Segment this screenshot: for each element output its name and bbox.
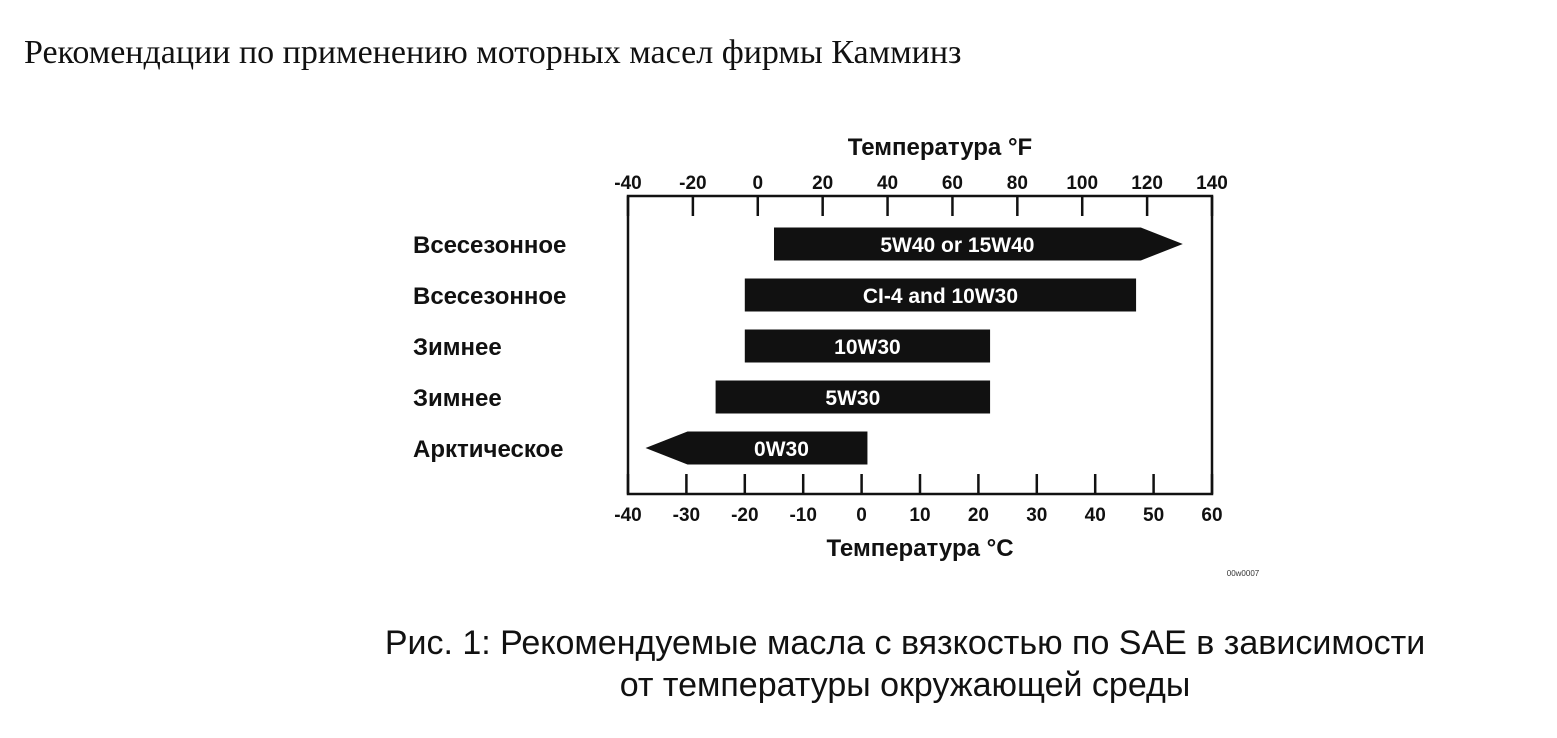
bottom-tick-label: 60 <box>1201 505 1222 526</box>
row-category-label: Арктическое <box>413 436 564 463</box>
bottom-tick-label: 40 <box>1085 505 1106 526</box>
bar-label: CI-4 and 10W30 <box>863 285 1018 308</box>
row-category-label: Зимнее <box>413 334 502 361</box>
page-title: Рекомендации по применению моторных масе… <box>24 34 962 71</box>
bottom-tick-label: -40 <box>614 505 641 526</box>
caption-line-1: Рис. 1: Рекомендуемые масла с вязкостью … <box>384 624 1426 662</box>
bottom-tick-label: 0 <box>856 505 867 526</box>
oil-range-bar <box>774 227 1183 261</box>
row-category-label: Всесезонное <box>413 232 566 259</box>
top-tick-label: 140 <box>1196 173 1228 194</box>
oil-range-bar <box>744 329 991 363</box>
bar-label: 5W40 or 15W40 <box>880 234 1034 257</box>
top-tick-label: 0 <box>752 173 763 194</box>
bottom-tick-label: 10 <box>909 505 930 526</box>
top-tick-label: 120 <box>1131 173 1163 194</box>
bar-label: 0W30 <box>754 438 809 461</box>
figure-code: 00w0007 <box>1227 569 1260 578</box>
top-axis-title: Температура °F <box>848 134 1032 161</box>
bottom-tick-label: 30 <box>1026 505 1047 526</box>
top-tick-label: 20 <box>812 173 833 194</box>
top-tick-label: 40 <box>877 173 898 194</box>
bottom-tick-label: 20 <box>968 505 989 526</box>
bottom-tick-label: -10 <box>789 505 816 526</box>
bar-label: 5W30 <box>825 387 880 410</box>
bottom-tick-label: -30 <box>673 505 700 526</box>
top-tick-label: -40 <box>614 173 641 194</box>
caption-line-2: от температуры окружающей среды <box>619 666 1191 704</box>
bottom-tick-label: -20 <box>731 505 758 526</box>
bottom-tick-label: 50 <box>1143 505 1164 526</box>
oil-range-bar <box>645 431 868 465</box>
top-tick-label: -20 <box>679 173 706 194</box>
bottom-axis-title: Температура °C <box>826 535 1013 562</box>
top-tick-label: 100 <box>1066 173 1098 194</box>
oil-range-bar <box>744 278 1137 312</box>
top-tick-label: 60 <box>942 173 963 194</box>
row-category-label: Зимнее <box>413 385 502 412</box>
temperature-chart: -40 -20 0 20 40 60 80 100 120 140 -40 -30 -20 -10 0 10 2… <box>413 134 1260 578</box>
row-category-label: Всесезонное <box>413 283 566 310</box>
figure-caption: Рис. 1: Рекомендуемые масла с вязкостью … <box>300 622 1510 706</box>
oil-range-bar <box>715 380 991 414</box>
top-tick-label: 80 <box>1007 173 1028 194</box>
bar-label: 10W30 <box>834 336 901 359</box>
